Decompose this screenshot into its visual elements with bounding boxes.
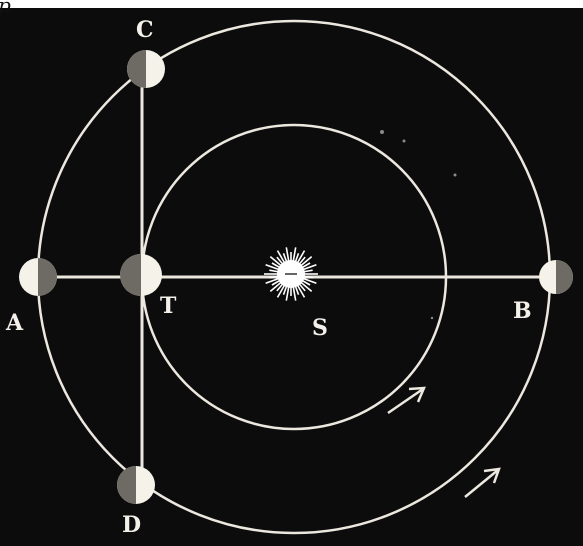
sun-icon xyxy=(264,247,318,301)
sun-ray xyxy=(269,269,279,273)
sun-ray xyxy=(300,256,313,267)
sun-ray xyxy=(302,277,317,284)
sun-ray xyxy=(301,262,311,269)
speck xyxy=(453,173,457,177)
label-c: C xyxy=(136,17,154,43)
sun-ray xyxy=(298,283,306,292)
sun-ray xyxy=(296,284,306,298)
sun-ray xyxy=(276,256,284,265)
sun-ray xyxy=(292,247,297,262)
sun-ray xyxy=(271,262,281,269)
sun-ray xyxy=(285,247,290,262)
speck xyxy=(430,316,434,320)
planet-b xyxy=(539,260,573,294)
sun-ray xyxy=(271,279,281,286)
sun-ray xyxy=(298,256,306,265)
corner-mark: p xyxy=(0,0,11,17)
sun-ray xyxy=(294,253,300,263)
sun-ray xyxy=(285,286,290,301)
sun-ray xyxy=(269,281,282,292)
sun-ray xyxy=(301,279,311,286)
sun-ray xyxy=(302,264,317,271)
label-d: D xyxy=(122,512,141,538)
sun-ray xyxy=(276,250,286,264)
sun-ray xyxy=(303,269,313,273)
planet-a xyxy=(19,258,57,296)
sun-ray xyxy=(282,253,288,263)
orbit-arrow-inner-icon xyxy=(387,386,426,415)
sun-ray xyxy=(303,275,313,279)
sun-ray xyxy=(294,285,300,295)
speck xyxy=(380,130,384,134)
planet-d xyxy=(117,466,155,504)
sun-ray xyxy=(276,284,286,298)
sun-ray xyxy=(269,256,282,267)
sun-ray xyxy=(292,286,297,301)
label-t: T xyxy=(160,293,177,319)
sun-ray xyxy=(265,264,280,271)
speck xyxy=(402,139,406,143)
sun-ray xyxy=(282,285,288,295)
sun-ray xyxy=(269,275,279,279)
label-a: A xyxy=(5,310,24,336)
label-s: S xyxy=(312,315,328,341)
planet-t xyxy=(120,254,162,296)
sun-ray xyxy=(300,281,313,292)
planet-c xyxy=(127,50,165,88)
orbit-arrow-outer-icon xyxy=(464,467,501,498)
sun-ray xyxy=(265,277,280,284)
sun-ray xyxy=(296,250,306,264)
sun-ray xyxy=(276,283,284,292)
label-b: B xyxy=(513,298,532,324)
